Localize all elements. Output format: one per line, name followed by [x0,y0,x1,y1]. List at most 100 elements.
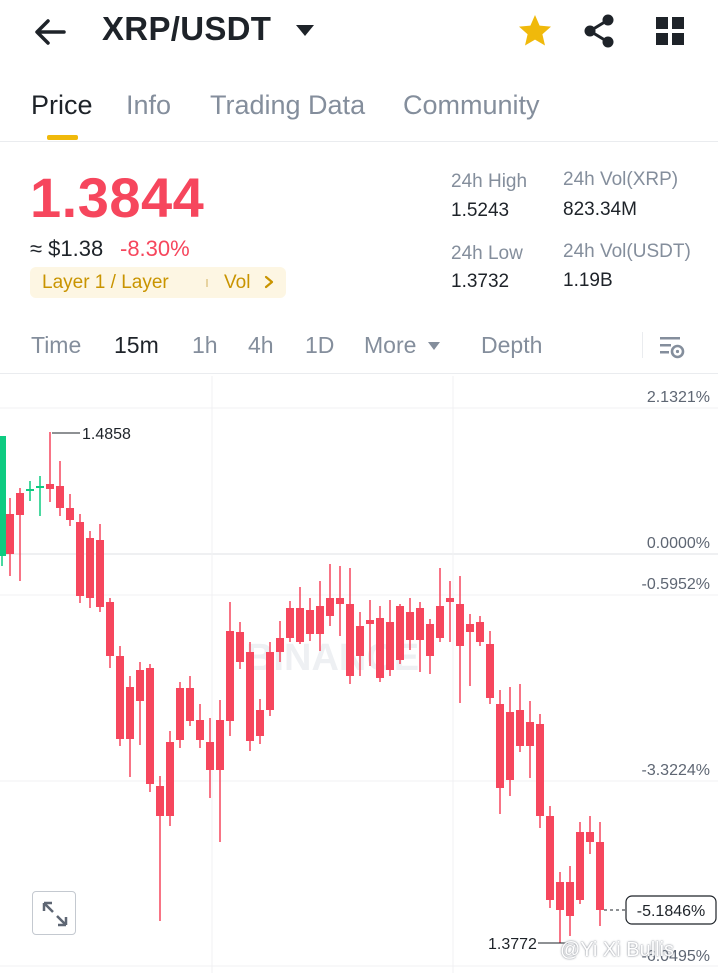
pair-title[interactable]: XRP/USDT [102,10,272,47]
current-price-box [625,895,717,925]
candle-body [196,720,204,740]
candle-body [386,622,394,670]
candle-body [356,626,364,656]
star-icon[interactable] [516,12,554,50]
candle-body [446,598,454,602]
candle-body [276,638,284,652]
toolbar-divider [642,332,643,358]
candle-body [536,724,544,816]
chart-grid [0,376,718,973]
candle-body [416,608,424,640]
tab-depth[interactable]: Depth [481,332,543,358]
grid-icon[interactable] [654,15,686,47]
candle-body [526,722,534,746]
candle-body [86,538,94,598]
timeframe-1h[interactable]: 1h [192,332,218,358]
candle-body [406,612,414,640]
fullscreen-button[interactable] [32,891,76,935]
candlestick-chart[interactable]: BINANCE 2.1321% 0.0000% -0.5952% -3.3224% -6… [0,376,718,973]
candle-body [396,606,404,660]
candle-body [366,620,374,624]
axis-tick-label: -3.3224% [642,762,711,779]
candle-body [126,687,134,739]
candle-body [186,688,194,721]
candles [0,432,604,943]
candle-body [286,608,294,638]
candle-body [546,816,554,900]
axis-labels: 2.1321% 0.0000% -0.5952% -3.3224% -6.0495% 1.… [52,389,717,965]
candle-body [316,606,324,634]
axis-tick-label: -0.5952% [642,576,711,593]
candle-body [346,604,354,676]
candle-body [586,832,594,842]
chart-settings-icon[interactable] [658,333,686,361]
timeframe-4h[interactable]: 4h [248,332,274,358]
candle-body [156,786,164,816]
share-icon[interactable] [582,13,616,49]
arrow-left-icon[interactable] [30,12,70,52]
vol-quote-value: 1.19B [563,270,613,291]
vol-base-value: 823.34M [563,199,637,220]
candle-body [216,720,224,770]
last-price: 1.3844 [30,166,205,229]
candle-body [556,882,564,910]
timeframe-more[interactable]: More [364,332,417,358]
candle-body [106,602,114,656]
min-price-marker: 1.3772 [488,936,537,953]
vol-base-label: 24h Vol(XRP) [563,169,679,190]
tag-divider [206,279,208,287]
timeframe-time[interactable]: Time [31,332,82,358]
low-value: 1.3732 [451,271,510,292]
candle-body [306,610,314,634]
tab-info[interactable]: Info [126,90,172,120]
tab-community[interactable]: Community [403,90,540,120]
chart-canvas: BINANCE 2.1321%0.0000%-0.5952%-3.3224%-6… [0,376,718,973]
candle-body [96,540,104,607]
candle-body [206,742,214,770]
axis-tick-label: 0.0000% [647,535,710,552]
candle-body [596,842,604,910]
candle-body [456,604,464,646]
candle-body [576,832,584,900]
candle-body [496,704,504,788]
top-bar: XRP/USDT [0,0,718,66]
category-tag-vol: Vol [224,272,251,293]
candle-body [506,712,514,780]
vol-quote-label: 24h Vol(USDT) [563,241,691,262]
caret-down-icon[interactable] [294,22,316,38]
candle-body [236,632,244,662]
candle-body [246,652,254,741]
high-value: 1.5243 [451,200,510,221]
max-price-marker: 1.4858 [82,426,131,443]
candle-body [566,882,574,916]
overlay-watermark: @Yi Xi Bullis [560,939,675,961]
low-label: 24h Low [451,243,523,264]
candle-body [336,598,344,604]
caret-down-icon[interactable] [428,342,440,351]
candle-body [46,484,54,489]
candle-body [176,688,184,740]
expand-icon [42,901,68,927]
candle-body [476,622,484,642]
axis-tick-label: -6.0495% [642,948,711,965]
axis-tick-label: 2.1321% [647,389,710,406]
timeframe-15m[interactable]: 15m [114,332,159,358]
price-change-percent: -8.30% [120,236,190,261]
active-tab-indicator [47,135,78,140]
candle-body [0,436,6,556]
candle-body [6,514,14,554]
candle-body [16,493,24,515]
timeframe-1d[interactable]: 1D [305,332,335,358]
candle-body [56,486,64,508]
candle-body [376,618,384,678]
current-price-label: -5.1846% [637,903,706,920]
candle-body [166,742,174,816]
candle-body [466,624,474,632]
candle-body [36,486,44,488]
category-tag[interactable]: Layer 1 / Layer Vol [30,267,286,298]
tab-trading-data[interactable]: Trading Data [210,90,366,120]
candle-body [256,710,264,736]
candle-body [486,644,494,698]
tab-price[interactable]: Price [31,90,93,120]
price-usd-equivalent: ≈ $1.38 [30,236,104,261]
